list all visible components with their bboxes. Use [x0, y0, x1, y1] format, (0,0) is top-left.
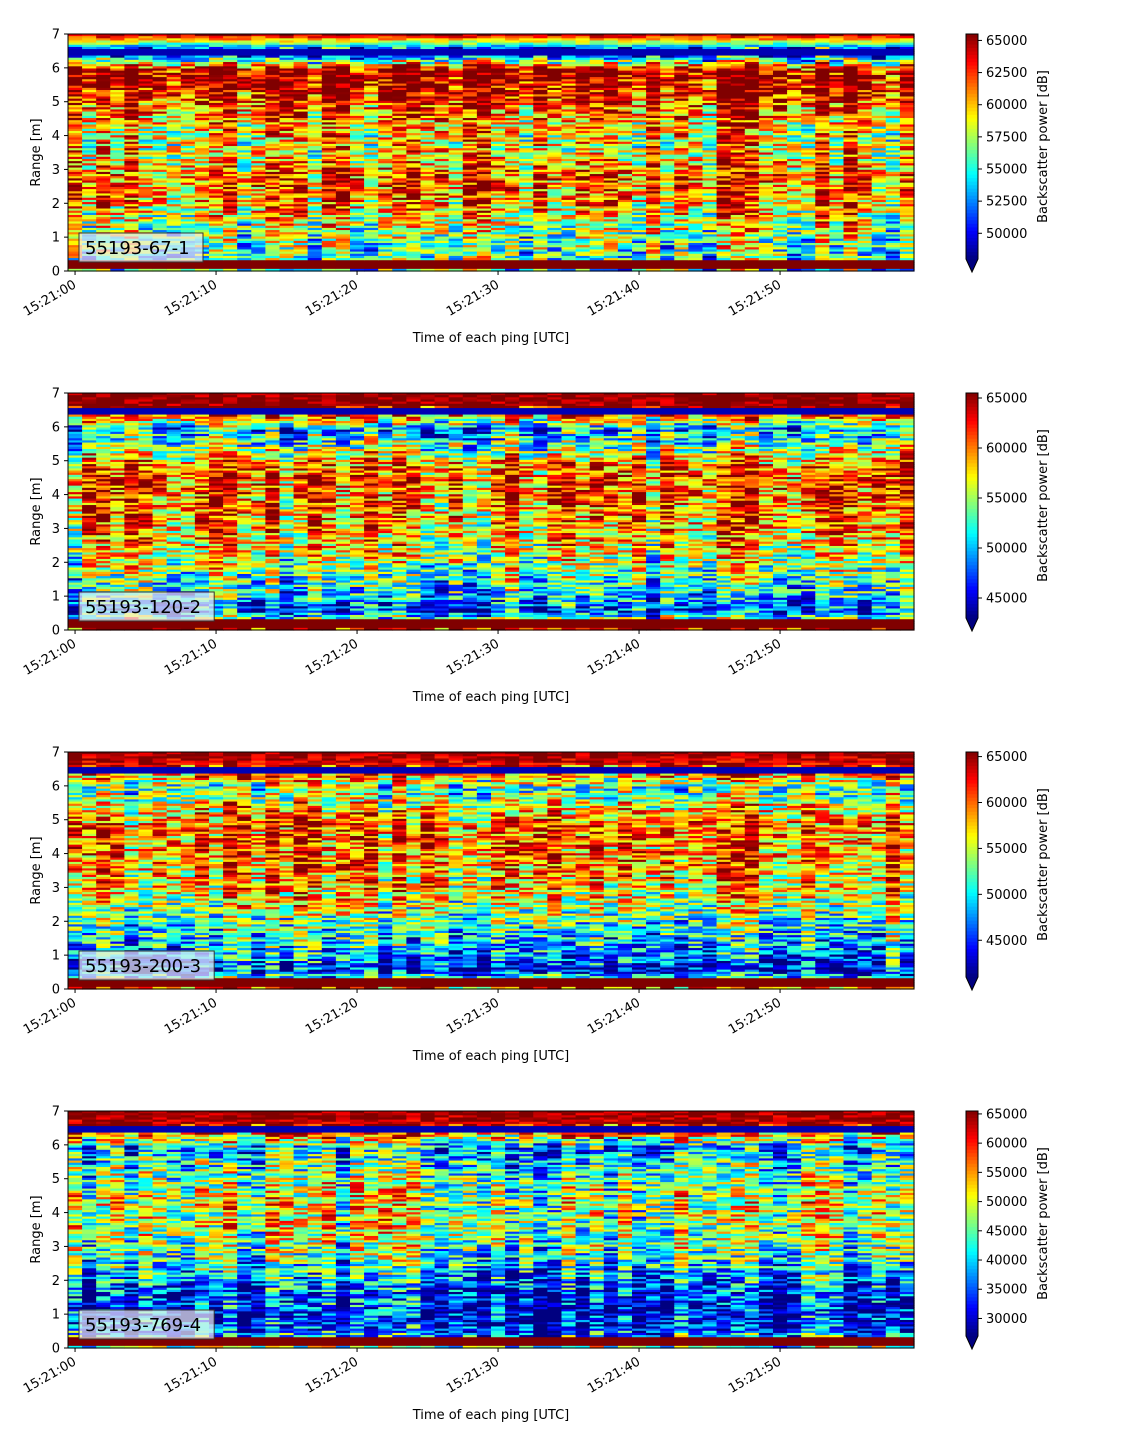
echogram-panel-1: 0123456715:21:00 15:21:10 15:21:20 15:21:30… — [21, 28, 1051, 347]
